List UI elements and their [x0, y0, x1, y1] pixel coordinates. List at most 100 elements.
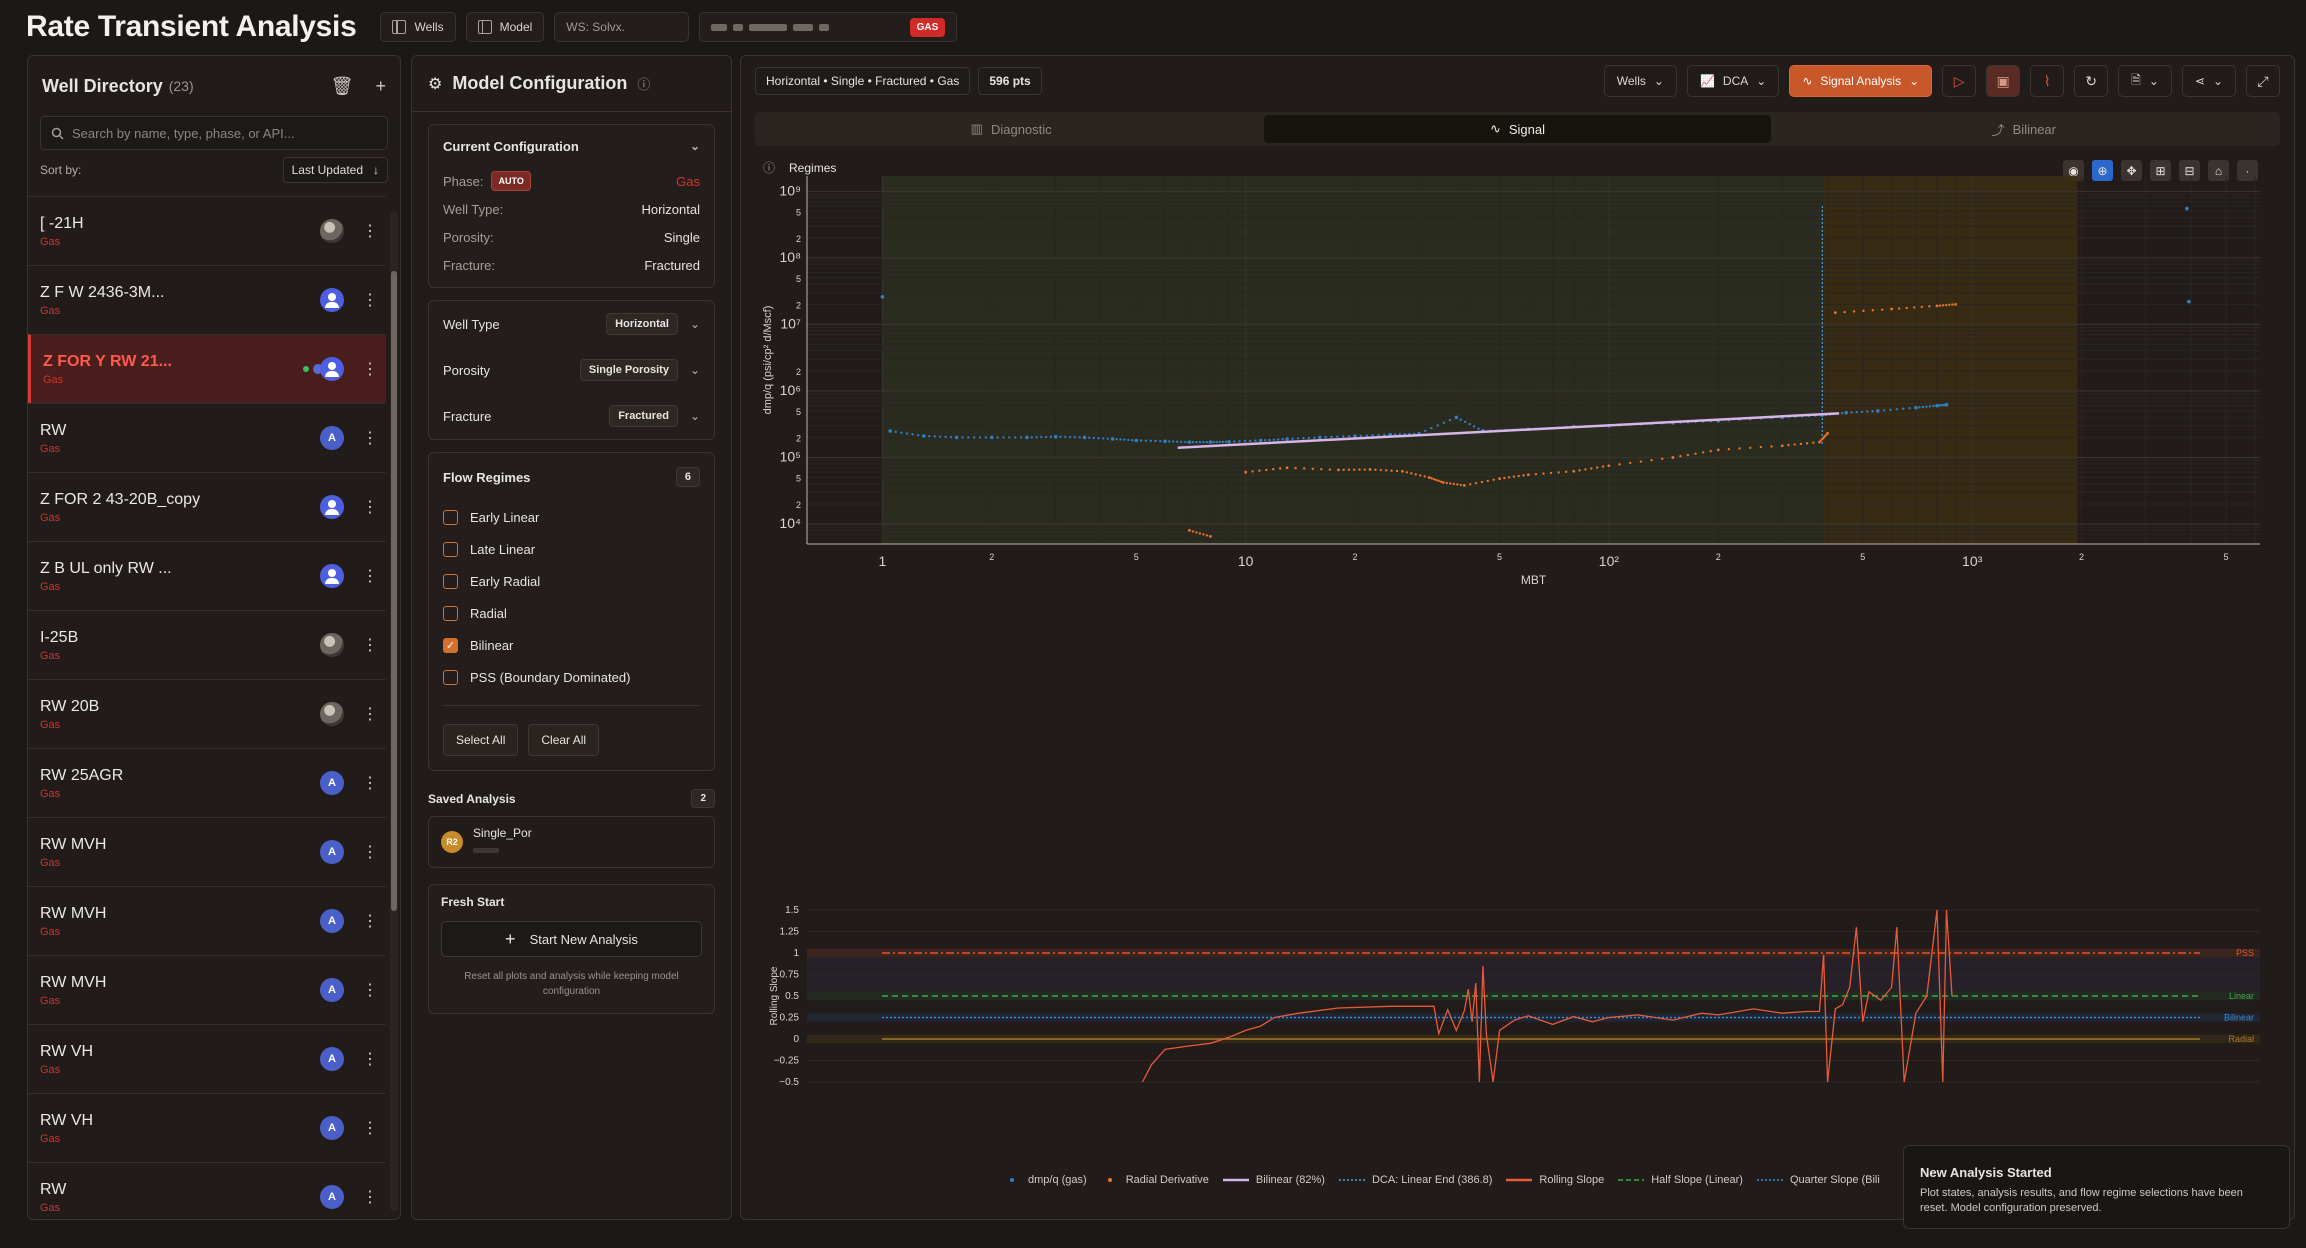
- add-icon[interactable]: +: [375, 75, 386, 96]
- phase-row: Phase: AUTO Gas: [443, 167, 700, 195]
- well-type-select[interactable]: Horizontal: [606, 313, 678, 335]
- rta-chart[interactable]: 1 2 5 10 2 5 10² 2 5 10³ 2 510⁴5210⁵2510⁶210⁷2510⁸2…: [755, 152, 2280, 1132]
- share-dropdown[interactable]: ⋖ ⌄: [2181, 65, 2236, 97]
- zoom-icon[interactable]: ⊕: [2092, 160, 2113, 181]
- regime-checkbox-row[interactable]: Radial: [443, 597, 700, 629]
- radial-derivative-point: [1195, 531, 1198, 534]
- regime-checkbox-row[interactable]: Early Linear: [443, 501, 700, 533]
- regimes-toggle[interactable]: ⓘ Regimes: [763, 159, 836, 176]
- well-list-item[interactable]: Z F W 2436-3M... Gas ⋮: [28, 265, 386, 334]
- start-new-analysis-button[interactable]: + Start New Analysis: [441, 921, 702, 957]
- current-configuration-header[interactable]: Current Configuration ⌄: [443, 125, 700, 167]
- more-vertical-icon[interactable]: ⋮: [362, 982, 378, 999]
- more-icon[interactable]: ·: [2237, 160, 2258, 181]
- save-button[interactable]: ▣: [1986, 65, 2021, 97]
- radial-derivative-point: [1439, 480, 1443, 483]
- checkbox[interactable]: [443, 669, 458, 685]
- well-list-item[interactable]: RW 25AGR Gas A ⋮: [28, 748, 386, 817]
- refresh-button[interactable]: ↻: [2074, 65, 2109, 97]
- more-vertical-icon[interactable]: ⋮: [362, 637, 378, 654]
- legend-item[interactable]: Rolling Slope: [1506, 1174, 1604, 1186]
- info-icon[interactable]: ⓘ: [637, 77, 651, 92]
- signal-button[interactable]: ⌇: [2030, 65, 2065, 97]
- notification-toast[interactable]: New Analysis Started Plot states, analys…: [1903, 1145, 2290, 1229]
- well-list-item[interactable]: RW Gas A ⋮: [28, 403, 386, 472]
- search-input[interactable]: [72, 125, 372, 141]
- trash-icon[interactable]: 🗑: [330, 75, 354, 96]
- more-vertical-icon[interactable]: ⋮: [362, 913, 378, 930]
- well-list-item[interactable]: RW MVH Gas A ⋮: [28, 886, 386, 955]
- porosity-select-row[interactable]: Porosity Single Porosity ⌄: [443, 347, 700, 393]
- well-list-item[interactable]: Z FOR 2 43-20B_copy Gas ⋮: [28, 472, 386, 541]
- well-list-item[interactable]: Z FOR Y RW 21... Gas ⋮: [28, 334, 386, 403]
- legend-item[interactable]: Radial Derivative: [1101, 1174, 1209, 1186]
- checkbox[interactable]: [443, 573, 458, 589]
- more-vertical-icon[interactable]: ⋮: [362, 361, 378, 378]
- run-button[interactable]: ▷: [1942, 65, 1977, 97]
- well-list-item[interactable]: RW Gas A ⋮: [28, 1162, 386, 1219]
- more-vertical-icon[interactable]: ⋮: [362, 1051, 378, 1068]
- zoom-in-icon[interactable]: ⊞: [2150, 160, 2171, 181]
- tab-diagnostic[interactable]: ▥ Diagnostic: [758, 115, 1264, 143]
- regime-checkbox-row[interactable]: PSS (Boundary Dominated): [443, 661, 700, 693]
- legend-item[interactable]: dmp/q (gas): [1003, 1174, 1087, 1186]
- more-vertical-icon[interactable]: ⋮: [362, 706, 378, 723]
- well-list-item[interactable]: I-25B Gas ⋮: [28, 610, 386, 679]
- home-icon[interactable]: ⌂: [2208, 160, 2229, 181]
- legend-item[interactable]: Quarter Slope (Bili: [1756, 1174, 1880, 1186]
- wells-dropdown[interactable]: Wells ⌄: [1603, 65, 1677, 97]
- file-icon: 🗎: [2131, 72, 2141, 87]
- well-list-item[interactable]: Z B UL only RW ... Gas ⋮: [28, 541, 386, 610]
- porosity-select[interactable]: Single Porosity: [579, 359, 678, 381]
- tab-bilinear[interactable]: ⤴ Bilinear: [1771, 115, 2277, 143]
- clear-all-button[interactable]: Clear All: [528, 724, 600, 756]
- checkbox[interactable]: [443, 605, 458, 621]
- more-vertical-icon[interactable]: ⋮: [362, 568, 378, 585]
- more-vertical-icon[interactable]: ⋮: [362, 775, 378, 792]
- more-vertical-icon[interactable]: ⋮: [362, 292, 378, 309]
- regime-checkbox-row[interactable]: Late Linear: [443, 533, 700, 565]
- x-tick-label: 5: [1860, 552, 1865, 562]
- well-list-item[interactable]: [ -21H Gas ⋮: [28, 196, 386, 265]
- fullscreen-button[interactable]: ⤢: [2246, 65, 2280, 97]
- well-list-item[interactable]: RW VH Gas A ⋮: [28, 1024, 386, 1093]
- fracture-select[interactable]: Fractured: [609, 405, 678, 427]
- signal-analysis-button[interactable]: ∿ Signal Analysis ⌄: [1789, 65, 1933, 97]
- saved-analysis-item[interactable]: R2 Single_Por: [428, 816, 715, 868]
- checkbox[interactable]: ✓: [443, 637, 458, 653]
- regime-checkbox-row[interactable]: Early Radial: [443, 565, 700, 597]
- well-list-item[interactable]: RW 20B Gas ⋮: [28, 679, 386, 748]
- legend-item[interactable]: DCA: Linear End (386.8): [1338, 1174, 1492, 1186]
- more-vertical-icon[interactable]: ⋮: [362, 430, 378, 447]
- well-type-select-row[interactable]: Well Type Horizontal ⌄: [443, 301, 700, 347]
- sort-select[interactable]: Last Updated ↓: [282, 157, 388, 183]
- select-all-button[interactable]: Select All: [443, 724, 519, 756]
- more-vertical-icon[interactable]: ⋮: [362, 1189, 378, 1206]
- more-vertical-icon[interactable]: ⋮: [362, 499, 378, 516]
- tab-signal[interactable]: ∿ Signal: [1264, 115, 1771, 143]
- checkbox[interactable]: [443, 509, 458, 525]
- well-list-item[interactable]: RW VH Gas A ⋮: [28, 1093, 386, 1162]
- more-vertical-icon[interactable]: ⋮: [362, 1120, 378, 1137]
- legend-item[interactable]: Half Slope (Linear): [1618, 1174, 1743, 1186]
- model-toggle-button[interactable]: Model: [465, 12, 545, 42]
- fracture-select-row[interactable]: Fracture Fractured ⌄: [443, 393, 700, 439]
- regime-checkbox-row[interactable]: ✓ Bilinear: [443, 629, 700, 661]
- well-list-item[interactable]: RW MVH Gas A ⋮: [28, 817, 386, 886]
- zoom-out-icon[interactable]: ⊟: [2179, 160, 2200, 181]
- pan-icon[interactable]: ✥: [2121, 160, 2142, 181]
- camera-icon[interactable]: ◉: [2063, 160, 2084, 181]
- export-dropdown[interactable]: 🗎 ⌄: [2118, 65, 2172, 97]
- dca-dropdown[interactable]: 📈 DCA ⌄: [1686, 65, 1780, 97]
- checkbox[interactable]: [443, 541, 458, 557]
- scrollbar-thumb[interactable]: [391, 271, 397, 911]
- well-list-scrollbar[interactable]: [390, 211, 398, 1211]
- more-vertical-icon[interactable]: ⋮: [362, 844, 378, 861]
- flow-regimes-title: Flow Regimes: [443, 469, 531, 485]
- workspace-indicator[interactable]: WS: Solvx.: [554, 12, 690, 42]
- more-vertical-icon[interactable]: ⋮: [362, 223, 378, 240]
- legend-item[interactable]: Bilinear (82%): [1222, 1174, 1325, 1186]
- well-list-item[interactable]: RW MVH Gas A ⋮: [28, 955, 386, 1024]
- dmpq-point: [1087, 436, 1091, 439]
- wells-toggle-button[interactable]: Wells: [380, 12, 456, 42]
